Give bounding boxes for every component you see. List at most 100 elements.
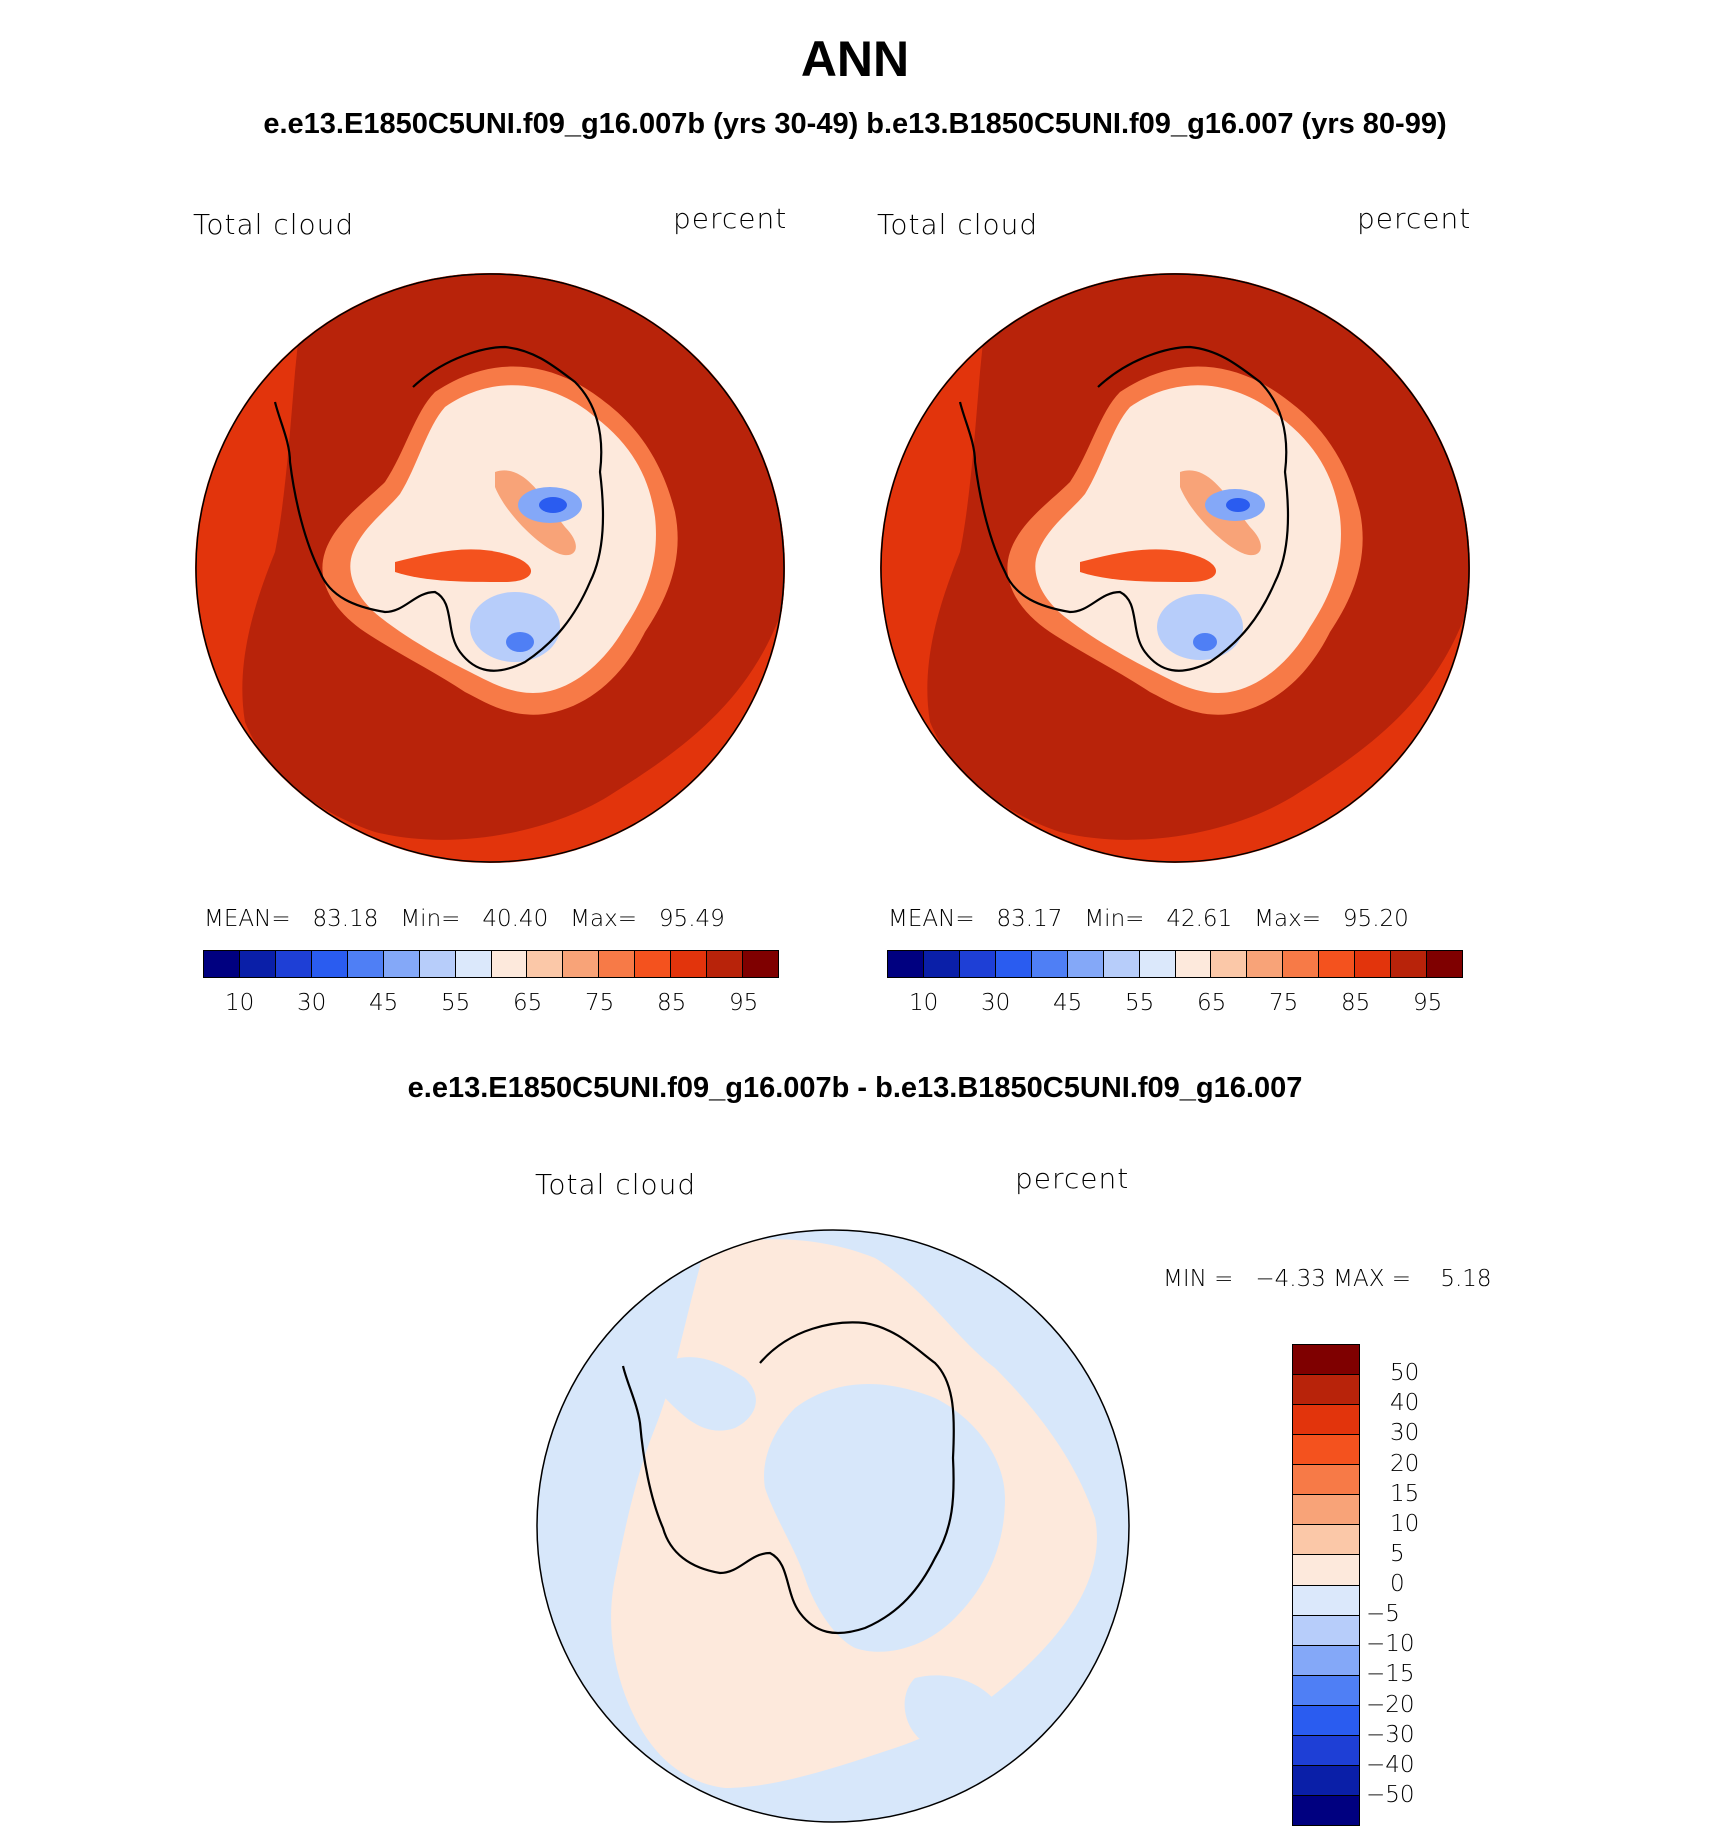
panel2-field-label: Total cloud xyxy=(877,208,1039,241)
colorbar-tick-label: 65 xyxy=(1197,990,1227,1016)
colorbar-tick-label: 30 xyxy=(297,990,327,1016)
colorbar-swatch xyxy=(1293,1615,1359,1646)
colorbar-swatch xyxy=(995,951,1032,977)
colorbar-tick-label: 20 xyxy=(1390,1450,1420,1477)
main-title: ANN xyxy=(800,31,910,87)
high-cloud-band xyxy=(1080,549,1217,582)
panel2-colorbar xyxy=(887,950,1463,978)
mean-label: MEAN= xyxy=(888,906,975,932)
colorbar-tick-label: 85 xyxy=(1341,990,1371,1016)
diff-colorbar xyxy=(1292,1344,1360,1826)
west-negative-patch xyxy=(655,1357,756,1431)
min-value: 40.40 xyxy=(482,906,549,932)
colorbar-swatch xyxy=(1175,951,1212,977)
colorbar-tick-label: 95 xyxy=(729,990,759,1016)
colorbar-swatch xyxy=(1293,1555,1359,1586)
colorbar-tick-label: 45 xyxy=(1053,990,1083,1016)
colorbar-tick-label: 55 xyxy=(441,990,471,1016)
colorbar-swatch xyxy=(888,951,924,977)
diff-map-border xyxy=(536,1229,1130,1823)
mean-value: 83.17 xyxy=(996,906,1063,932)
colorbar-swatch xyxy=(1293,1735,1359,1766)
colorbar-swatch xyxy=(1247,951,1284,977)
colorbar-tick-label: 65 xyxy=(513,990,543,1016)
colorbar-swatch xyxy=(1319,951,1356,977)
colorbar-tick-label: −10 xyxy=(1366,1631,1415,1658)
colorbar-swatch xyxy=(1293,1345,1359,1376)
colorbar-swatch xyxy=(707,951,744,977)
colorbar-swatch xyxy=(1293,1525,1359,1556)
colorbar-swatch xyxy=(204,951,240,977)
panel1-units-label: percent xyxy=(673,202,788,235)
colorbar-swatch xyxy=(1293,1645,1359,1676)
colorbar-tick-label: −40 xyxy=(1366,1751,1415,1778)
colorbar-tick-label: 30 xyxy=(1390,1420,1420,1447)
colorbar-swatch xyxy=(563,951,600,977)
colorbar-swatch xyxy=(383,951,420,977)
colorbar-swatch xyxy=(1293,1405,1359,1436)
diff-max-value: 5.18 xyxy=(1440,1266,1492,1292)
colorbar-tick-label: 15 xyxy=(1390,1480,1420,1507)
panel2-stats: MEAN= 83.17 Min= 42.61 Max= 95.20 xyxy=(888,906,1409,932)
min-label: Min= xyxy=(1084,906,1145,932)
colorbar-swatch xyxy=(1211,951,1248,977)
colorbar-swatch xyxy=(1031,951,1068,977)
colorbar-tick-label: −5 xyxy=(1366,1601,1400,1628)
colorbar-swatch xyxy=(1355,951,1392,977)
diff-min-value: −4.33 xyxy=(1255,1266,1326,1292)
panel1-map-border xyxy=(195,273,785,863)
colorbar-tick-label: 75 xyxy=(585,990,615,1016)
colorbar-tick-label: 55 xyxy=(1125,990,1155,1016)
colorbar-swatch xyxy=(1293,1375,1359,1406)
colorbar-swatch xyxy=(527,951,564,977)
colorbar-tick-label: 45 xyxy=(369,990,399,1016)
ice-sheet-region xyxy=(350,385,656,693)
max-value: 95.49 xyxy=(658,906,725,932)
antarctic-coastline xyxy=(621,1321,955,1635)
colorbar-tick-label: 30 xyxy=(981,990,1011,1016)
colorbar-swatch xyxy=(311,951,348,977)
max-value: 95.20 xyxy=(1342,906,1409,932)
max-label: Max= xyxy=(1254,906,1321,932)
top-subtitle: e.e13.E1850C5UNI.f09_g16.007b (yrs 30-49… xyxy=(263,108,1447,140)
colorbar-tick-label: −30 xyxy=(1366,1721,1415,1748)
low-cloud-south xyxy=(470,592,560,662)
colorbar-tick-label: 10 xyxy=(225,990,255,1016)
colorbar-tick-label: 5 xyxy=(1390,1540,1405,1567)
diff-field-label: Total cloud xyxy=(535,1168,697,1201)
max-label: Max= xyxy=(570,906,637,932)
high-cloud-band xyxy=(395,549,532,582)
colorbar-swatch xyxy=(671,951,708,977)
mean-value: 83.18 xyxy=(312,906,379,932)
min-value: 42.61 xyxy=(1166,906,1233,932)
colorbar-tick-label: 95 xyxy=(1413,990,1443,1016)
colorbar-tick-label: 40 xyxy=(1390,1390,1420,1417)
colorbar-swatch xyxy=(1067,951,1104,977)
colorbar-swatch xyxy=(1293,1795,1359,1825)
colorbar-tick-label: −20 xyxy=(1366,1691,1415,1718)
colorbar-swatch xyxy=(599,951,636,977)
panel1-field-label: Total cloud xyxy=(193,208,355,241)
colorbar-swatch xyxy=(1293,1705,1359,1736)
low-cloud-south xyxy=(1157,594,1243,660)
colorbar-tick-label: 50 xyxy=(1390,1360,1420,1387)
diff-polar-map xyxy=(536,1229,1130,1823)
panel1-colorbar xyxy=(203,950,779,978)
panel1-polar-map xyxy=(195,273,785,863)
colorbar-swatch xyxy=(1293,1765,1359,1796)
diff-max-label: MAX = xyxy=(1333,1266,1412,1292)
diff-title: e.e13.E1850C5UNI.f09_g16.007b - b.e13.B1… xyxy=(407,1072,1303,1104)
colorbar-swatch xyxy=(1139,951,1176,977)
colorbar-swatch xyxy=(1293,1495,1359,1526)
colorbar-swatch xyxy=(1427,951,1462,977)
panel2-polar-map xyxy=(880,273,1470,863)
colorbar-swatch xyxy=(1103,951,1140,977)
colorbar-swatch xyxy=(239,951,276,977)
diff-min-label: MIN = xyxy=(1163,1266,1234,1292)
low-cloud-south-core xyxy=(506,632,534,652)
panel1-stats: MEAN= 83.18 Min= 40.40 Max= 95.49 xyxy=(204,906,725,932)
min-label: Min= xyxy=(400,906,461,932)
low-cloud-east-core xyxy=(1226,498,1250,512)
colorbar-swatch xyxy=(1293,1465,1359,1496)
colorbar-swatch xyxy=(1293,1585,1359,1616)
